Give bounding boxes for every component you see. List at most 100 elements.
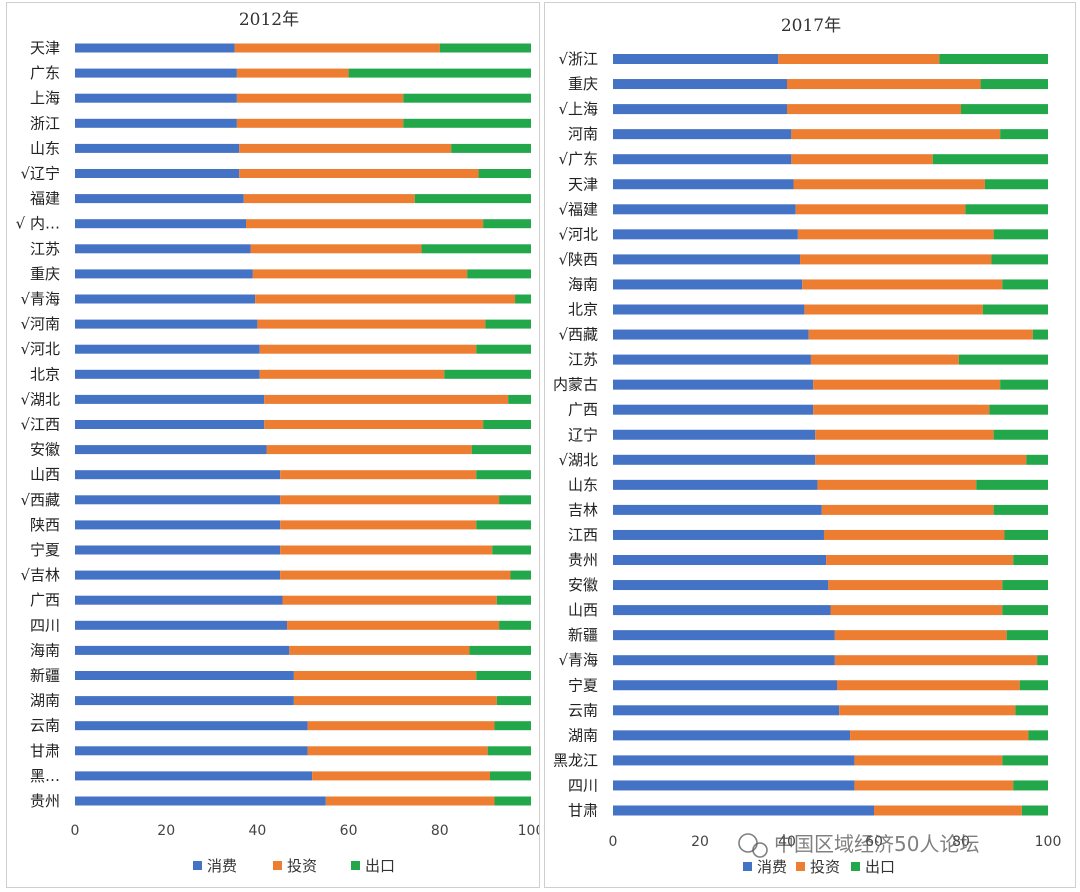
bar-investment [793,179,985,190]
category-label: 内蒙古 [553,376,598,394]
bar-investment [837,680,1020,691]
bar-export [965,204,1048,215]
bar-consumption [75,746,308,756]
bar-investment [821,504,994,515]
bar-export [993,504,1048,515]
bar-consumption [75,143,240,153]
category-label: 新疆 [568,626,598,644]
bar-investment [817,479,977,490]
bar-investment [234,43,440,53]
bar-consumption [75,294,256,304]
x-tick-label: 80 [431,823,449,839]
bar-investment [800,254,992,265]
bar-consumption [75,269,253,279]
bar-investment [834,655,1038,666]
bar-investment [264,420,484,429]
bar-export [508,394,531,404]
bar-export [932,154,1048,165]
bar-export [403,118,531,128]
bar-consumption [75,420,265,429]
bar-consumption [613,780,855,791]
bar-export [487,746,531,756]
bar-export [476,344,531,354]
bar-investment [854,780,1014,791]
category-label: 重庆 [30,265,60,283]
bar-investment [787,104,961,115]
bar-export [469,645,531,655]
bar-investment [778,54,940,64]
x-tick-label: 0 [609,834,618,850]
category-label: 福建 [30,190,60,208]
category-label: √湖北 [558,451,598,469]
bar-export [476,671,531,680]
bar-consumption [613,79,787,90]
bar-consumption [75,445,267,455]
bar-investment [312,771,490,781]
x-tick-label: 60 [865,834,883,850]
bar-export [1019,680,1048,691]
category-label: 贵州 [568,551,598,569]
legend-label-consumption: 消费 [757,858,787,876]
bar-export [476,470,531,480]
category-label: 辽宁 [568,426,598,444]
bar-consumption [613,179,794,190]
bar-consumption [613,254,801,265]
bar-export [989,404,1048,415]
bar-export [444,369,531,379]
bar-investment [266,445,472,455]
bar-consumption [75,645,290,655]
category-label: 贵州 [30,792,60,810]
category-label: √江西 [20,416,60,434]
bar-investment [325,796,495,806]
bar-consumption [75,394,265,404]
bar-export [1021,805,1048,816]
category-label: √广东 [558,150,598,168]
category-label: 湖南 [30,692,60,710]
bar-export [499,495,531,505]
bar-export [982,304,1048,315]
bar-investment [828,580,1003,591]
bar-consumption [613,555,827,565]
category-label: 河南 [568,125,598,143]
legend-swatch-investment [273,861,282,870]
bar-consumption [75,520,281,530]
bar-investment [293,671,477,680]
bar-export [1000,379,1048,390]
bar-investment [280,470,477,480]
bar-investment [874,805,1022,816]
bar-consumption [613,580,829,591]
category-label: 山东 [30,139,60,157]
bar-consumption [75,721,308,731]
bar-export [403,93,531,103]
bar-consumption [613,379,814,390]
legend-label-export: 出口 [365,857,395,875]
bar-investment [826,555,1014,565]
bar-export [993,429,1048,440]
bar-investment [808,329,1033,340]
bar-consumption [75,43,235,53]
bar-consumption [613,805,874,816]
bar-export [467,269,531,279]
bar-investment [854,755,1003,766]
bar-export [496,696,531,706]
bar-export [515,294,531,304]
bar-consumption [75,68,237,78]
category-label: √西藏 [558,326,598,344]
category-label: 陕西 [30,516,60,534]
bar-investment [307,746,488,756]
bar-consumption [613,404,814,415]
bar-export [496,595,531,605]
bar-investment [815,429,994,440]
bar-investment [830,605,1003,616]
bar-investment [813,379,1001,390]
bar-consumption [613,730,851,741]
bar-consumption [75,169,240,178]
bar-export [1013,555,1048,565]
bar-export [1000,129,1048,140]
bar-consumption [75,470,281,480]
category-label: √浙江 [558,50,598,68]
category-label: 山西 [568,601,598,619]
chart-title: 2017年 [781,16,841,36]
category-label: √湖北 [20,390,60,408]
